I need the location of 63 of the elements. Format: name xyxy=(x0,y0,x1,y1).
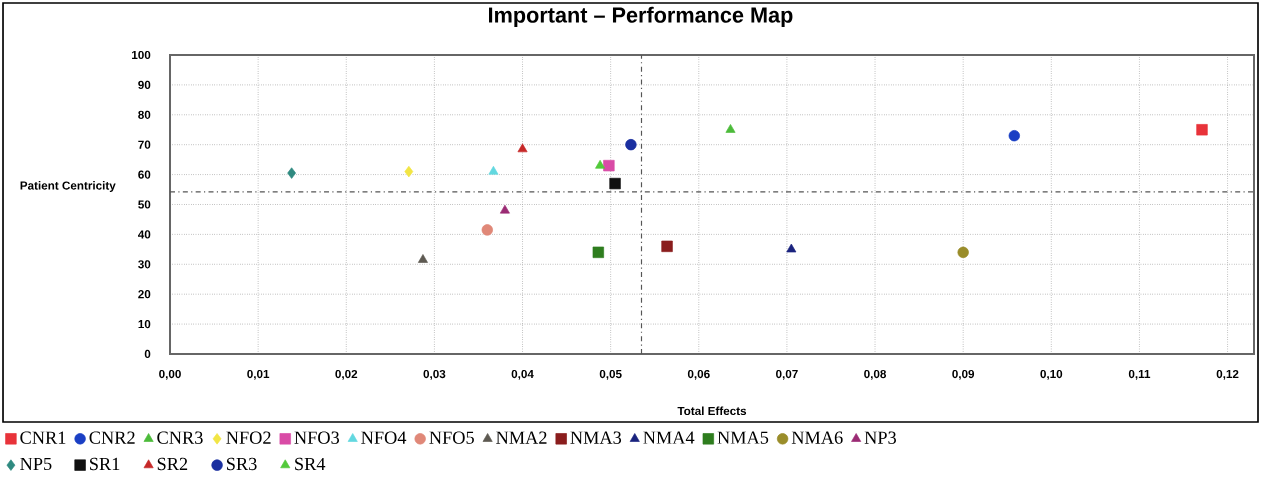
y-tick-label: 90 xyxy=(138,80,151,90)
legend-label: NFO2 xyxy=(226,431,271,444)
x-tick-label: 0,08 xyxy=(864,369,887,380)
point xyxy=(592,246,604,258)
legend-label: NMA4 xyxy=(643,431,695,444)
y-tick-label: 20 xyxy=(138,290,151,299)
point xyxy=(517,143,528,153)
point xyxy=(488,165,499,175)
legend-label: NMA2 xyxy=(496,431,547,444)
x-tick-label: 0,12 xyxy=(1216,369,1239,380)
x-tick-label: 0,01 xyxy=(247,369,270,380)
point xyxy=(957,246,969,258)
legend-label: NP3 xyxy=(864,431,896,444)
point xyxy=(625,139,637,151)
x-axis-title: Total Effects xyxy=(677,406,747,416)
legend-label: CNR2 xyxy=(89,431,135,444)
x-tick-label: 0,02 xyxy=(335,369,358,380)
y-tick-label: 40 xyxy=(138,230,151,239)
point xyxy=(603,159,615,172)
legend-label: NMA6 xyxy=(791,431,843,444)
y-tick-label: 60 xyxy=(138,170,151,179)
legend-label: CNR3 xyxy=(157,431,203,444)
legend-label: SR4 xyxy=(295,457,326,471)
legend-label: SR2 xyxy=(157,457,188,471)
point xyxy=(725,124,736,133)
legend-label: NFO5 xyxy=(429,431,474,444)
point xyxy=(595,159,606,169)
point xyxy=(499,204,510,214)
point xyxy=(287,167,296,179)
y-tick-label: 100 xyxy=(132,50,151,60)
point xyxy=(786,243,797,253)
legend-label: NP5 xyxy=(20,457,52,471)
legend-label: NMA5 xyxy=(717,431,769,444)
x-tick-label: 0,07 xyxy=(776,369,798,380)
x-tick-label: 0,03 xyxy=(423,369,446,380)
y-tick-label: 80 xyxy=(138,110,151,119)
point xyxy=(417,254,428,263)
x-tick-label: 0,06 xyxy=(687,369,710,380)
x-tick-label: 0,10 xyxy=(1040,369,1063,380)
point xyxy=(481,224,493,236)
y-tick-label: 30 xyxy=(138,260,151,269)
point xyxy=(404,165,414,178)
x-tick-label: 0,04 xyxy=(511,369,534,380)
y-tick-label: 10 xyxy=(138,319,151,329)
x-tick-label: 0,05 xyxy=(599,369,622,380)
y-axis-title: Patient Centricity xyxy=(20,181,116,192)
x-tick-label: 0,11 xyxy=(1128,369,1151,380)
point xyxy=(661,240,673,253)
y-tick-label: 50 xyxy=(138,200,151,209)
x-tick-label: 0,09 xyxy=(952,369,975,380)
y-tick-label: 70 xyxy=(138,140,151,149)
legend-label: SR3 xyxy=(226,457,257,471)
legend-label: NMA3 xyxy=(570,431,622,444)
y-tick-label: 0 xyxy=(144,349,151,359)
legend-label: NFO4 xyxy=(361,431,407,444)
point xyxy=(1008,130,1020,142)
x-tick-label: 0,00 xyxy=(159,369,181,380)
point xyxy=(1196,124,1208,136)
chart-title: Important – Performance Map xyxy=(489,6,793,27)
legend-label: SR1 xyxy=(90,457,120,471)
point xyxy=(609,177,621,190)
legend-label: NFO3 xyxy=(294,431,340,444)
legend-label: CNR1 xyxy=(20,431,66,444)
